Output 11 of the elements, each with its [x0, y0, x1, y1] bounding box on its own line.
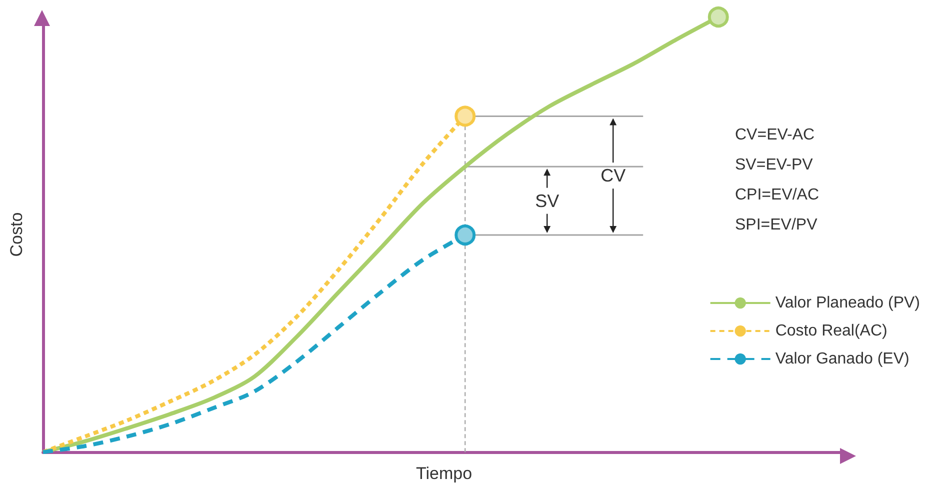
legend-label: Valor Ganado (EV)	[775, 350, 910, 368]
legend-label: Valor Planeado (PV)	[775, 294, 920, 312]
x-axis-title: Tiempo	[416, 464, 472, 483]
annotation: SV	[535, 190, 560, 211]
y-axis-title: Costo	[7, 212, 26, 257]
annotation: SV=EV-PV	[735, 156, 814, 174]
annotation: SPI=EV/PV	[735, 216, 818, 234]
annotation: CPI=EV/AC	[735, 186, 820, 204]
legend-label: Costo Real(AC)	[775, 322, 888, 340]
annotation: CV	[600, 166, 626, 186]
annotation: CV=EV-AC	[735, 126, 815, 144]
